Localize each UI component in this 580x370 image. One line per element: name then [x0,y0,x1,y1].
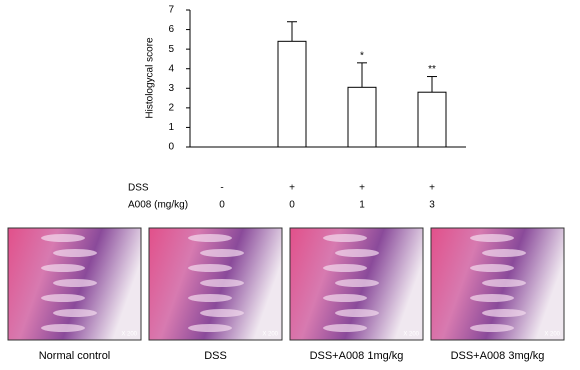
crypt [53,279,97,287]
image-border [430,227,565,341]
y-tick-label: 2 [168,102,174,113]
y-tick-label: 1 [168,122,174,133]
crypt [53,249,97,257]
crypt [335,309,379,317]
crypt [335,279,379,287]
y-tick-label: 6 [168,24,174,35]
bar [417,91,447,148]
magnification: X 200 [121,332,137,338]
magnification: X 200 [544,332,560,338]
panel-caption: DSS+A008 1mg/kg [310,350,404,362]
crypt [323,294,367,302]
row-value: 0 [219,200,225,211]
row-value: 0 [289,200,295,211]
crypt [41,324,85,332]
row-value: + [359,183,365,194]
row-value: + [289,183,295,194]
row-value: 1 [359,200,365,211]
row-label: A008 (mg/kg) [128,200,188,211]
row-value: - [220,183,223,194]
crypt [470,294,514,302]
crypt [482,279,526,287]
image-border [148,227,283,341]
significance-label: * [360,50,364,61]
y-tick-label: 5 [168,44,174,55]
row-value: + [429,183,435,194]
magnification: X 200 [262,332,278,338]
crypt [323,324,367,332]
crypt [323,234,367,242]
crypt [470,264,514,272]
crypt [482,249,526,257]
crypt [335,249,379,257]
panel-caption: Normal control [39,350,111,362]
crypt [41,294,85,302]
crypt [200,249,244,257]
crypt [188,324,232,332]
y-axis-label: Histologycal score [145,37,156,119]
y-tick-label: 3 [168,83,174,94]
bar [277,40,307,148]
row-label: DSS [128,183,149,194]
y-tick-label: 0 [168,142,174,153]
image-border [289,227,424,341]
panel-caption: DSS [204,350,227,362]
row-value: 3 [429,200,435,211]
crypt [200,279,244,287]
crypt [323,264,367,272]
significance-label: ** [428,64,436,75]
crypt [188,294,232,302]
crypt [470,234,514,242]
bar [347,86,377,148]
crypt [41,264,85,272]
crypt [188,234,232,242]
image-border [7,227,142,341]
y-tick-label: 7 [168,5,174,16]
y-tick-label: 4 [168,63,174,74]
magnification: X 200 [403,332,419,338]
crypt [200,309,244,317]
panel-caption: DSS+A008 3mg/kg [451,350,545,362]
crypt [482,309,526,317]
crypt [188,264,232,272]
crypt [41,234,85,242]
crypt [53,309,97,317]
crypt [470,324,514,332]
